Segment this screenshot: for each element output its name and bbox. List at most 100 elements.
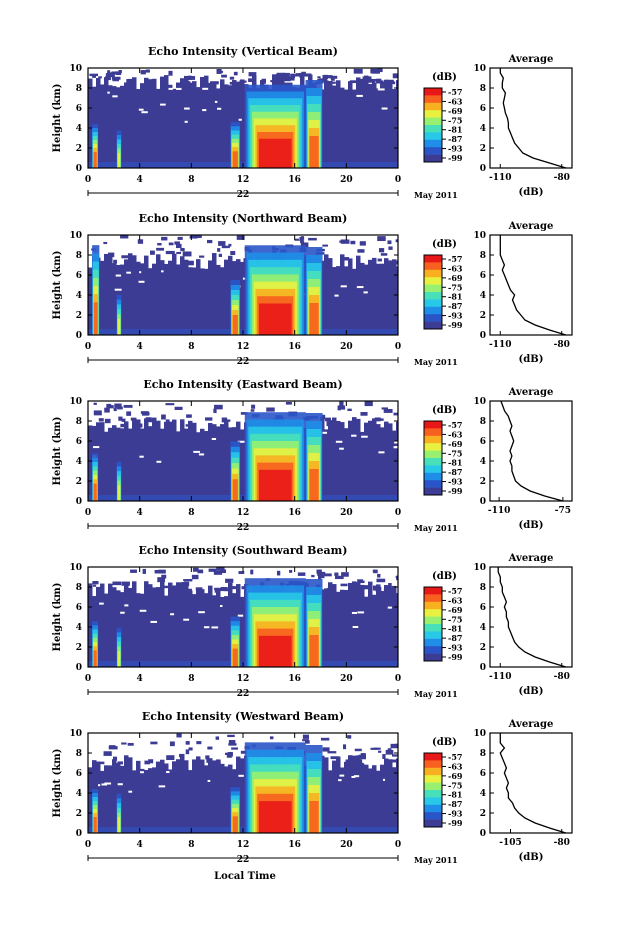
colorbar-frame: [423, 586, 443, 662]
echo-column: [216, 759, 221, 833]
echo-column: [240, 758, 245, 833]
echo-column: [332, 417, 337, 501]
echo-speckle: [95, 761, 105, 765]
echo-speckle: [205, 755, 210, 760]
x-tick-label: 4: [137, 508, 143, 518]
y-tick-label: 0: [76, 331, 82, 341]
echo-column: [364, 764, 369, 833]
echo-column: [160, 260, 165, 335]
echo-speckle: [174, 406, 183, 410]
echo-column: [164, 763, 169, 833]
echo-column: [352, 89, 357, 168]
echo-column: [240, 596, 245, 667]
x-tick-label: 0: [85, 175, 91, 185]
echo-speckle: [331, 81, 336, 84]
average-frame: [489, 67, 573, 169]
echo-column: [336, 80, 341, 168]
convective-cell: [116, 294, 122, 335]
echo-speckle: [248, 78, 254, 83]
echo-speckle: [175, 243, 182, 249]
echo-speckle: [377, 258, 382, 262]
echo-speckle: [276, 570, 281, 576]
average-y-tick-label: 2: [480, 311, 486, 321]
y-axis-label: Height (km): [52, 84, 63, 153]
average-y-tick-label: 0: [480, 164, 486, 174]
echo-gap: [363, 291, 368, 294]
echo-column: [324, 80, 329, 168]
echo-column: [100, 84, 105, 168]
echo-column: [96, 586, 101, 667]
echo-column: [112, 425, 117, 501]
echo-speckle: [375, 586, 382, 592]
cell-intensity-layer: [93, 483, 97, 501]
average-y-tick-label: 6: [480, 437, 486, 447]
y-tick-label: 6: [76, 104, 82, 114]
echo-gap: [184, 120, 188, 123]
echo-speckle: [370, 747, 379, 750]
colorbar-swatch: [424, 139, 442, 148]
echo-column: [376, 770, 381, 833]
echo-column: [120, 592, 125, 667]
echo-speckle: [330, 77, 335, 81]
echo-speckle: [111, 76, 121, 80]
day-label: 22: [237, 689, 250, 699]
echo-column: [208, 758, 213, 833]
echo-speckle: [387, 81, 396, 85]
echo-gap: [138, 108, 144, 111]
cell-intensity-layer: [232, 151, 238, 168]
colorbar-swatch: [424, 646, 442, 654]
echo-column: [176, 82, 181, 168]
echo-speckle: [214, 588, 221, 593]
echo-column: [140, 428, 145, 501]
echo-column: [164, 263, 169, 335]
echo-speckle: [104, 407, 110, 413]
echo-column: [384, 79, 389, 168]
echo-speckle: [146, 418, 153, 423]
echo-column: [104, 765, 109, 833]
echo-gap: [141, 111, 148, 114]
echo-column: [100, 770, 105, 833]
echo-column: [108, 256, 113, 335]
average-y-tick-label: 10: [473, 64, 486, 74]
echo-column: [340, 254, 345, 335]
echo-column: [188, 590, 193, 667]
echo-speckle: [177, 236, 183, 240]
echo-speckle: [230, 251, 236, 256]
echo-gap: [104, 782, 112, 785]
echo-column: [148, 268, 153, 335]
echo-speckle: [218, 241, 226, 246]
echo-column: [216, 88, 221, 168]
colorbar-swatch: [424, 790, 442, 798]
heatmap-plot: [88, 567, 398, 667]
echo-speckle: [250, 569, 254, 575]
echo-speckle: [186, 414, 192, 418]
echo-column: [360, 262, 365, 335]
echo-column: [188, 82, 193, 168]
echo-speckle: [356, 759, 363, 764]
echo-column: [124, 583, 129, 667]
echo-speckle: [320, 737, 330, 741]
cell-intensity-layer: [117, 817, 121, 833]
y-axis-label: Height (km): [52, 417, 63, 486]
y-axis-label: Height (km): [52, 749, 63, 818]
echo-speckle: [359, 241, 366, 246]
echo-column: [132, 255, 137, 335]
echo-column: [204, 268, 209, 335]
echo-column: [188, 267, 193, 335]
colorbar-tick-label: -63: [448, 429, 463, 439]
echo-gap: [183, 618, 190, 621]
echo-gap: [198, 611, 205, 614]
echo-speckle: [206, 757, 210, 763]
convective-cell: [116, 793, 122, 833]
y-tick-label: 10: [69, 729, 82, 739]
average-y-tick-label: 2: [480, 643, 486, 653]
echo-speckle: [108, 252, 115, 258]
echo-gap: [101, 783, 108, 786]
convective-cell: [305, 579, 323, 667]
average-y-tick-label: 6: [480, 603, 486, 613]
echo-column: [144, 418, 149, 501]
echo-column: [128, 757, 133, 833]
colorbar-swatch: [424, 132, 442, 141]
echo-speckle: [214, 404, 223, 410]
echo-speckle: [266, 407, 275, 412]
